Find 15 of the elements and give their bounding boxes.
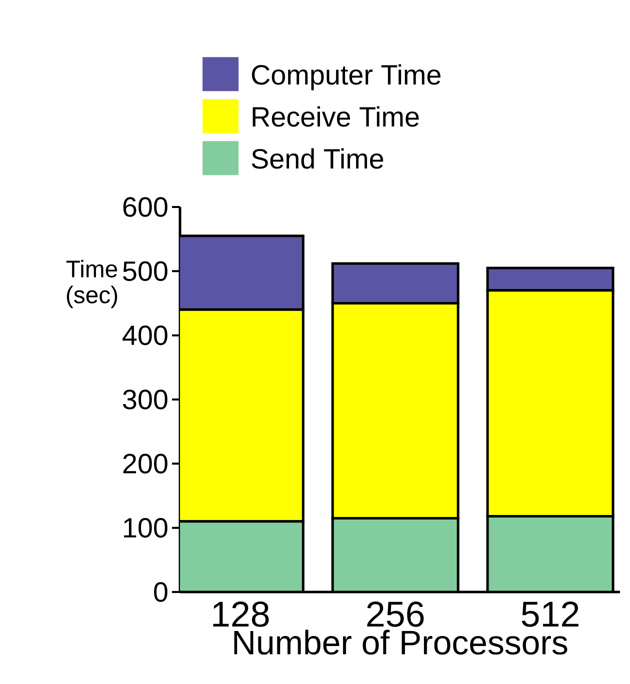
- y-tick-label: 0: [154, 582, 168, 602]
- x-tick-label: 512: [522, 602, 578, 627]
- x-tick-label: 128: [213, 602, 269, 627]
- legend-label: Computer Time: [252, 64, 440, 90]
- y-axis-title: Time (sec): [66, 260, 118, 308]
- legend-label: Receive Time: [252, 106, 419, 127]
- y-tick-label: 300: [122, 390, 168, 410]
- x-axis-title: Number of Processors: [234, 630, 568, 655]
- y-tick-label: 400: [122, 325, 168, 346]
- y-tick-label: 500: [123, 261, 168, 282]
- legend-label: Send Time: [252, 148, 384, 169]
- x-tick-label: 256: [367, 602, 424, 627]
- y-tick-label: 600: [123, 197, 168, 217]
- y-tick-label: 200: [123, 454, 168, 474]
- y-tick-label: 100: [124, 518, 168, 538]
